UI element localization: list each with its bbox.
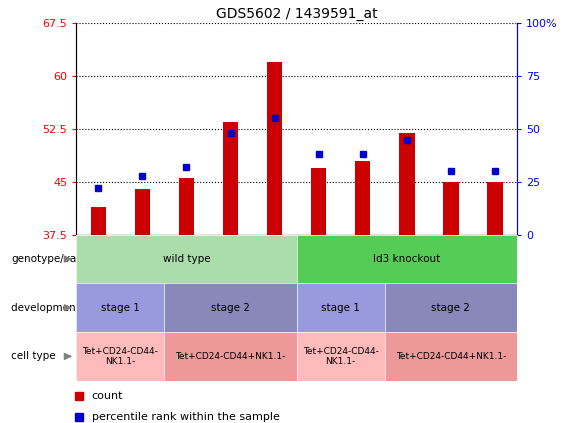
Bar xyxy=(443,182,459,235)
Bar xyxy=(487,182,503,235)
Text: percentile rank within the sample: percentile rank within the sample xyxy=(92,412,280,422)
Text: count: count xyxy=(92,390,123,401)
Text: Tet+CD24-CD44+NK1.1-: Tet+CD24-CD44+NK1.1- xyxy=(396,352,506,361)
Bar xyxy=(355,161,371,235)
Text: genotype/variation: genotype/variation xyxy=(11,254,111,264)
Text: stage 2: stage 2 xyxy=(432,303,470,313)
Bar xyxy=(179,179,194,235)
Bar xyxy=(90,206,106,235)
Text: Tet+CD24-CD44-
NK1.1-: Tet+CD24-CD44- NK1.1- xyxy=(303,347,379,366)
Title: GDS5602 / 1439591_at: GDS5602 / 1439591_at xyxy=(216,7,377,21)
Text: stage 1: stage 1 xyxy=(101,303,140,313)
Text: Tet+CD24-CD44-
NK1.1-: Tet+CD24-CD44- NK1.1- xyxy=(82,347,158,366)
Text: development stage: development stage xyxy=(11,303,112,313)
Text: cell type: cell type xyxy=(11,352,56,361)
Text: stage 2: stage 2 xyxy=(211,303,250,313)
Text: Tet+CD24-CD44+NK1.1-: Tet+CD24-CD44+NK1.1- xyxy=(175,352,286,361)
Bar xyxy=(399,132,415,235)
Text: stage 1: stage 1 xyxy=(321,303,360,313)
Bar xyxy=(311,168,327,235)
Bar xyxy=(223,122,238,235)
Bar xyxy=(134,189,150,235)
Text: Id3 knockout: Id3 knockout xyxy=(373,254,441,264)
Text: wild type: wild type xyxy=(163,254,210,264)
Bar xyxy=(267,62,282,235)
